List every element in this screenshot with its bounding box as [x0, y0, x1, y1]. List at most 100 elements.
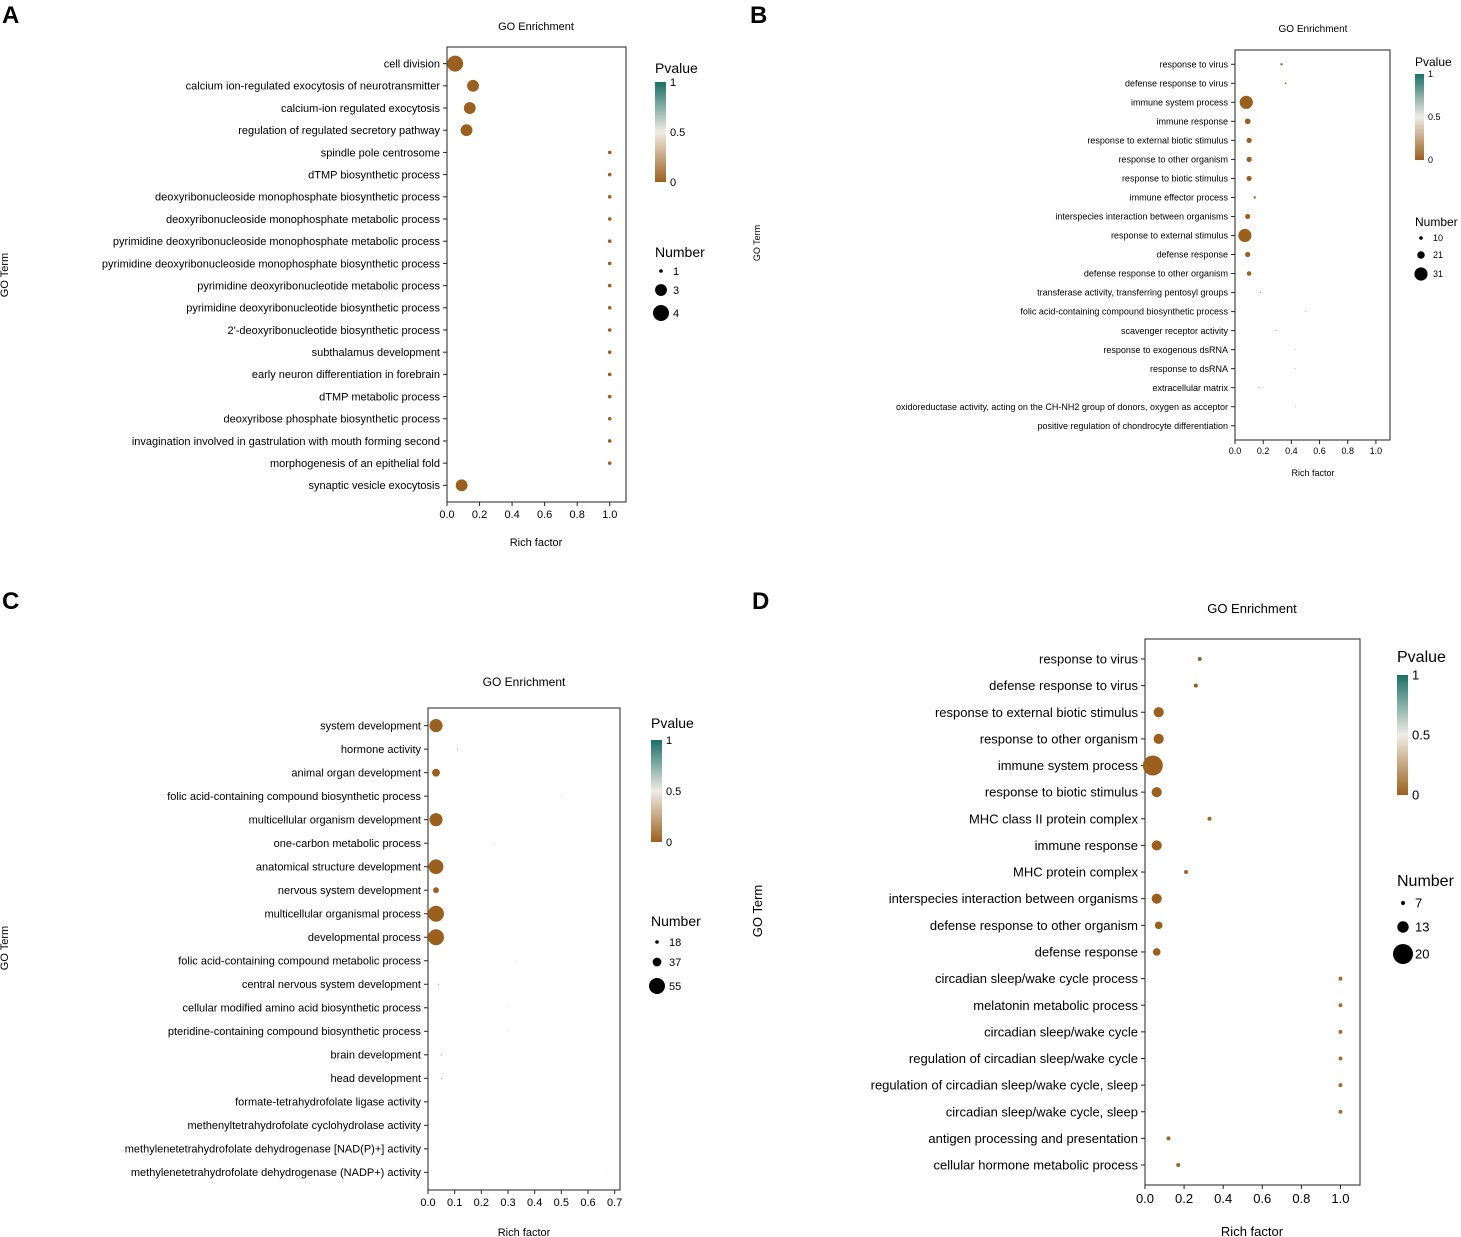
- x-tick-label: 0.8: [1341, 446, 1354, 456]
- data-point: [1184, 870, 1189, 875]
- number-legend-label: 18: [669, 937, 681, 949]
- number-legend-label: 1: [673, 266, 679, 278]
- data-point: [1280, 63, 1283, 66]
- number-legend-dot: [652, 957, 662, 967]
- number-legend-dot: [655, 284, 667, 296]
- number-legend-label: 20: [1415, 947, 1429, 962]
- data-point: [1284, 82, 1287, 85]
- term-label: defense response to virus: [1125, 78, 1229, 88]
- term-label: response to external biotic stimulus: [935, 705, 1139, 720]
- y-axis-label: GO Term: [0, 926, 11, 970]
- data-point: [1253, 196, 1256, 199]
- pvalue-legend-tick: 0.5: [670, 127, 685, 139]
- data-point: [607, 439, 612, 443]
- term-label: calcium ion-regulated exocytosis of neur…: [186, 81, 441, 93]
- x-axis-label: Rich factor: [510, 537, 563, 549]
- term-label: response to external stimulus: [1111, 231, 1229, 241]
- term-label: central nervous system development: [242, 979, 421, 991]
- data-point: [1294, 406, 1297, 408]
- x-tick-label: 0.8: [1292, 1191, 1310, 1206]
- chart-title: GO Enrichment: [498, 21, 574, 33]
- term-label: response to other organism: [980, 731, 1138, 746]
- plot-frame: [427, 707, 621, 1191]
- term-label: scavenger receptor activity: [1121, 326, 1229, 336]
- term-label: deoxyribonucleoside monophosphate biosyn…: [155, 192, 440, 204]
- data-point: [1166, 1136, 1171, 1141]
- data-point: [463, 102, 476, 114]
- term-label: synaptic vesicle exocytosis: [309, 480, 441, 492]
- x-tick-label: 0.1: [447, 1197, 462, 1209]
- y-axis-label: GO Term: [750, 885, 765, 938]
- number-legend-label: 3: [673, 285, 679, 297]
- number-legend-label: 13: [1415, 920, 1429, 935]
- term-label: methylenetetrahydrofolate dehydrogenase …: [131, 1167, 422, 1179]
- x-axis-label: Rich factor: [498, 1227, 551, 1237]
- data-point: [507, 1007, 509, 1009]
- data-point: [1239, 95, 1253, 109]
- pvalue-legend-tick: 1: [670, 77, 676, 89]
- data-point: [460, 124, 473, 137]
- term-label: pyrimidine deoxyribonucleotide metabolic…: [197, 280, 440, 292]
- term-label: response to virus: [1039, 652, 1138, 667]
- term-label: pteridine-containing compound biosynthet…: [168, 1026, 422, 1038]
- data-point: [1151, 893, 1162, 904]
- data-point: [428, 905, 444, 922]
- term-label: interspecies interaction between organis…: [1055, 212, 1228, 222]
- term-label: calcium-ion regulated exocytosis: [281, 103, 440, 115]
- x-tick-label: 0.2: [472, 509, 487, 521]
- x-tick-label: 0.7: [607, 1197, 622, 1209]
- x-tick-label: 0.6: [1313, 446, 1326, 456]
- number-legend-title: Number: [651, 913, 701, 929]
- term-label: circadian sleep/wake cycle process: [935, 971, 1139, 986]
- chart-title: GO Enrichment: [1207, 601, 1297, 616]
- term-label: response to biotic stimulus: [985, 785, 1139, 800]
- number-legend-title: Number: [655, 244, 705, 260]
- data-point: [607, 394, 612, 399]
- term-label: antigen processing and presentation: [928, 1131, 1138, 1146]
- data-point: [560, 795, 562, 797]
- data-point: [433, 887, 439, 894]
- x-axis-label: Rich factor: [1291, 468, 1334, 478]
- data-point: [507, 1030, 509, 1032]
- term-label: head development: [330, 1073, 421, 1085]
- term-label: methylenetetrahydrofolate dehydrogenase …: [125, 1144, 422, 1156]
- x-tick-label: 0.5: [554, 1197, 569, 1209]
- number-legend-label: 31: [1433, 269, 1443, 279]
- term-label: interspecies interaction between organis…: [889, 891, 1139, 906]
- x-tick-label: 1.0: [1331, 1191, 1349, 1206]
- data-point: [607, 150, 612, 155]
- data-point: [607, 217, 612, 221]
- data-point: [607, 239, 612, 244]
- term-label: dTMP biosynthetic process: [308, 169, 440, 181]
- term-label: subthalamus development: [312, 347, 440, 359]
- data-point: [1258, 387, 1260, 389]
- pvalue-legend-tick: 0: [1412, 788, 1419, 803]
- x-tick-label: 0.8: [570, 509, 585, 521]
- term-label: folic acid-containing compound biosynthe…: [1020, 307, 1228, 317]
- data-point: [607, 172, 612, 177]
- data-point: [428, 929, 444, 946]
- number-legend-label: 37: [669, 957, 681, 969]
- term-label: regulation of circadian sleep/wake cycle…: [871, 1078, 1138, 1093]
- data-point: [467, 79, 479, 92]
- data-point: [1294, 368, 1297, 370]
- term-label: methenyltetrahydrofolate cyclohydrolase …: [187, 1120, 421, 1132]
- panel-label-c: C: [2, 588, 20, 615]
- term-label: cell division: [384, 58, 440, 70]
- chart-d: GO Enrichment 0.0 0.2 0.4 0.6 0.8 1.0 Rich fact…: [750, 601, 1455, 1237]
- term-label: response to other organism: [1118, 155, 1228, 165]
- pvalue-colorbar: [1415, 74, 1424, 160]
- panel-label-a: A: [2, 2, 20, 29]
- plot-frame: [1144, 638, 1361, 1186]
- data-point: [456, 748, 458, 750]
- term-label: folic acid-containing compound biosynthe…: [167, 791, 421, 803]
- x-tick-label: 0.0: [1136, 1191, 1154, 1206]
- term-label: morphogenesis of an epithelial fold: [270, 458, 440, 470]
- term-label: cellular hormone metabolic process: [934, 1158, 1139, 1173]
- term-label: melatonin metabolic process: [973, 998, 1138, 1013]
- number-legend-dot: [659, 269, 663, 273]
- pvalue-legend-title: Pvalue: [1415, 55, 1452, 69]
- number-legend-title: Number: [1415, 215, 1458, 229]
- y-axis-label: GO Term: [0, 253, 11, 297]
- data-point: [432, 768, 440, 777]
